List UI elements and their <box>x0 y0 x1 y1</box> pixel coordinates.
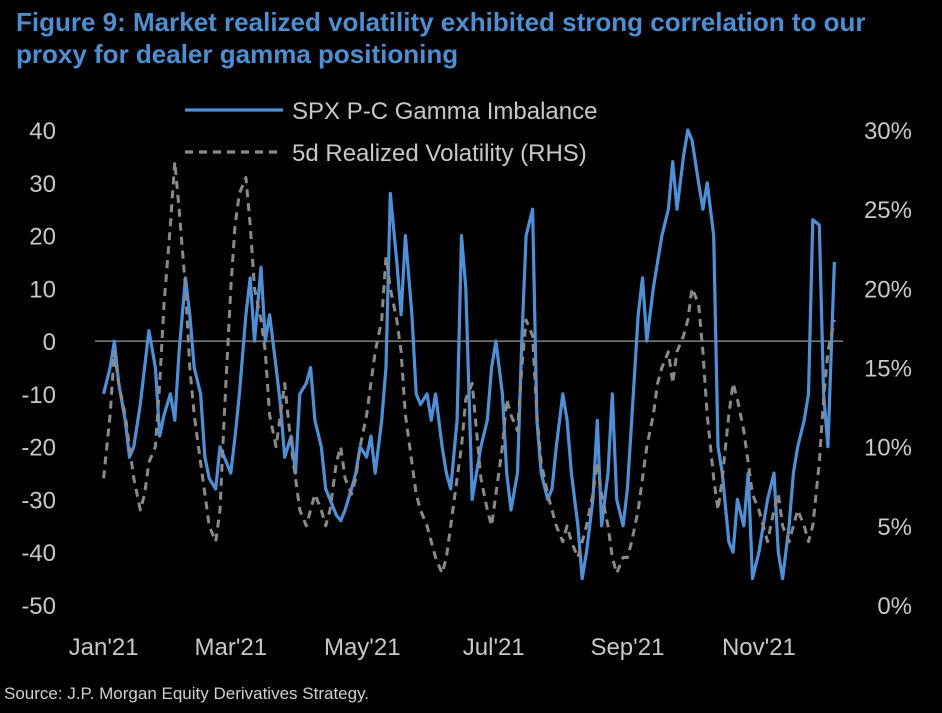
y-left-tick-label: -10 <box>21 382 56 409</box>
legend-label-gamma-imbalance: SPX P-C Gamma Imbalance <box>292 98 597 125</box>
y-left-tick-label: 30 <box>29 171 56 198</box>
y-left-tick-label: -40 <box>21 540 56 567</box>
chart-title-line2: proxy for dealer gamma positioning <box>16 39 459 69</box>
source-note: Source: J.P. Morgan Equity Derivatives S… <box>4 684 370 703</box>
y-right-tick-label: 20% <box>864 276 912 303</box>
y-left-tick-label: 10 <box>29 276 56 303</box>
y-right-tick-label: 5% <box>877 514 912 541</box>
chart-title-line1: Figure 9: Market realized volatility exh… <box>16 7 866 37</box>
y-left-tick-label: -30 <box>21 487 56 514</box>
y-left-tick-label: 0 <box>43 329 56 356</box>
legend-label-realized-vol: 5d Realized Volatility (RHS) <box>292 140 587 167</box>
y-right-tick-label: 15% <box>864 356 912 383</box>
x-tick-label: Mar'21 <box>194 634 267 661</box>
series-line-realized-vol <box>102 160 836 575</box>
x-tick-label: May'21 <box>324 634 401 661</box>
y-left-tick-label: 20 <box>29 224 56 251</box>
y-right-tick-label: 0% <box>877 593 912 620</box>
y-left-tick-label: -20 <box>21 435 56 462</box>
series-line-gamma-imbalance <box>102 128 836 581</box>
chart-title: Figure 9: Market realized volatility exh… <box>16 6 936 70</box>
y-right-tick-label: 25% <box>864 197 912 224</box>
chart-series <box>102 128 836 581</box>
x-tick-label: Jul'21 <box>463 634 525 661</box>
x-tick-label: Sep'21 <box>590 634 664 661</box>
x-tick-label: Jan'21 <box>69 634 139 661</box>
y-left-tick-label: 40 <box>29 118 56 145</box>
y-right-tick-label: 10% <box>864 435 912 462</box>
chart-legend: SPX P-C Gamma Imbalance 5d Realized Volat… <box>185 98 597 167</box>
chart-axes: 40 30 20 10 0 -10 -20 -30 -40 -50 30% 25% 20% 15% 10% 5… <box>21 118 912 661</box>
x-tick-label: Nov'21 <box>722 634 796 661</box>
y-left-tick-label: -50 <box>21 593 56 620</box>
y-right-tick-label: 30% <box>864 118 912 145</box>
